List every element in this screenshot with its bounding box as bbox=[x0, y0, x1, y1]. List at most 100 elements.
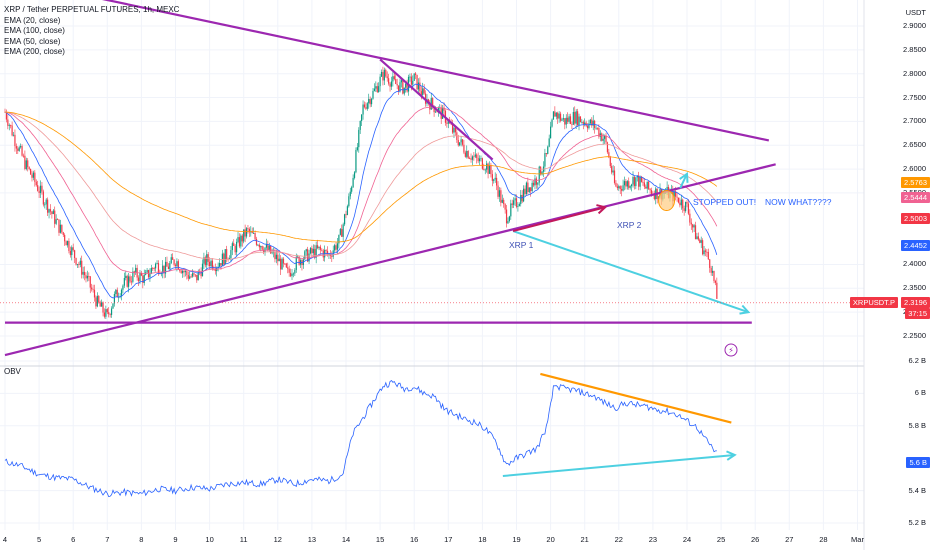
candle-body bbox=[18, 147, 20, 151]
candle-body bbox=[496, 177, 498, 186]
candle-body bbox=[454, 127, 457, 133]
stopped-out-label: STOPPED OUT! bbox=[693, 197, 757, 207]
candle-body bbox=[547, 146, 549, 154]
candle-body bbox=[194, 274, 196, 276]
candle-body bbox=[226, 249, 228, 259]
candle-body bbox=[210, 260, 212, 267]
candle-body bbox=[206, 254, 208, 266]
candle-body bbox=[481, 158, 483, 169]
candle-body bbox=[203, 257, 205, 264]
candle-body bbox=[72, 247, 74, 251]
candle-body bbox=[101, 302, 103, 307]
candle-body bbox=[488, 165, 491, 174]
candle-body bbox=[186, 271, 188, 276]
entry-arrow bbox=[512, 206, 606, 233]
candle-body bbox=[442, 107, 444, 119]
candle-body bbox=[305, 249, 307, 252]
candle-body bbox=[278, 258, 280, 262]
xrp1-label: XRP 1 bbox=[509, 240, 534, 250]
candle-body bbox=[335, 245, 337, 250]
candle-body bbox=[277, 254, 279, 262]
candle-body bbox=[713, 270, 715, 281]
candle-body bbox=[289, 272, 292, 277]
candle-body bbox=[96, 295, 98, 307]
time-tick-label: 12 bbox=[273, 535, 282, 544]
candle-body bbox=[230, 250, 232, 259]
candle-body bbox=[550, 126, 552, 139]
candle-body bbox=[613, 170, 616, 183]
time-tick-label: 10 bbox=[205, 535, 214, 544]
ema20-line bbox=[4, 83, 718, 299]
symbol-title: XRP / Tether PERPETUAL FUTURES, 1h, MEXC bbox=[4, 5, 180, 14]
candle-body bbox=[572, 111, 574, 125]
candle-body bbox=[92, 289, 94, 291]
candle-body bbox=[559, 113, 562, 121]
candle-body bbox=[571, 123, 573, 125]
candle-body bbox=[155, 263, 157, 269]
candle-body bbox=[38, 190, 40, 194]
obv-orange-trendline bbox=[540, 372, 732, 424]
candle-body bbox=[163, 265, 165, 274]
candle-body bbox=[44, 204, 46, 206]
candle-body bbox=[476, 154, 478, 158]
obv-tick-label: 5.8 B bbox=[908, 420, 926, 430]
candle-body bbox=[150, 267, 152, 274]
candle-body bbox=[518, 204, 520, 207]
candle-body bbox=[211, 260, 214, 269]
candle-body bbox=[42, 191, 44, 205]
candle-body bbox=[370, 98, 373, 105]
candle-body bbox=[555, 112, 557, 117]
candle-body bbox=[282, 258, 285, 264]
candle-body bbox=[240, 235, 242, 247]
candle-body bbox=[702, 240, 704, 255]
candle-body bbox=[432, 98, 434, 106]
candle-body bbox=[422, 88, 424, 96]
candle-body bbox=[636, 175, 638, 178]
candle-body bbox=[82, 271, 84, 275]
candle-body bbox=[710, 267, 712, 273]
candle-body bbox=[180, 270, 182, 274]
candle-body bbox=[514, 198, 516, 201]
candle-body bbox=[693, 225, 695, 228]
candle-body bbox=[149, 273, 151, 278]
candle-body bbox=[601, 133, 603, 141]
candle-body bbox=[130, 281, 133, 283]
candle-body bbox=[88, 275, 90, 277]
candle-body bbox=[591, 119, 593, 126]
cyan-target-arrow bbox=[512, 230, 749, 314]
candle-body bbox=[7, 119, 9, 126]
candle-body bbox=[376, 86, 378, 93]
candle-body bbox=[443, 107, 445, 111]
candle-body bbox=[201, 263, 204, 277]
candle-body bbox=[109, 314, 111, 315]
candle-body bbox=[61, 224, 63, 233]
candle-body bbox=[692, 224, 694, 228]
candle-body bbox=[353, 172, 356, 178]
obv-tick-label: 6.2 B bbox=[908, 356, 926, 365]
candle-body bbox=[687, 203, 690, 214]
candle-body bbox=[152, 267, 154, 269]
candle-body bbox=[405, 83, 407, 88]
time-tick-label: 27 bbox=[785, 535, 794, 544]
candle-body bbox=[649, 188, 651, 191]
candle-body bbox=[102, 302, 104, 313]
candle-body bbox=[177, 261, 179, 270]
candle-body bbox=[285, 263, 287, 268]
chart-legend: XRP / Tether PERPETUAL FUTURES, 1h, MEXC… bbox=[4, 5, 180, 376]
candle-body bbox=[270, 245, 272, 254]
candle-body bbox=[484, 169, 486, 171]
time-tick-label: 18 bbox=[478, 535, 487, 544]
price-axis[interactable]: USDT 2.9000 2.8500 2.8000 2.7500 2.7000 2.650… bbox=[849, 0, 932, 550]
candle-body bbox=[132, 271, 134, 282]
grid bbox=[0, 0, 864, 530]
time-tick-label: 5 bbox=[37, 535, 42, 544]
currency-label: USDT bbox=[905, 8, 926, 17]
candle-body bbox=[93, 289, 96, 298]
candle-body bbox=[58, 219, 60, 233]
candle-body bbox=[304, 251, 306, 260]
candle-body bbox=[243, 229, 245, 242]
candle-body bbox=[473, 156, 475, 158]
candle-body bbox=[164, 261, 167, 274]
candle-body bbox=[251, 230, 253, 234]
